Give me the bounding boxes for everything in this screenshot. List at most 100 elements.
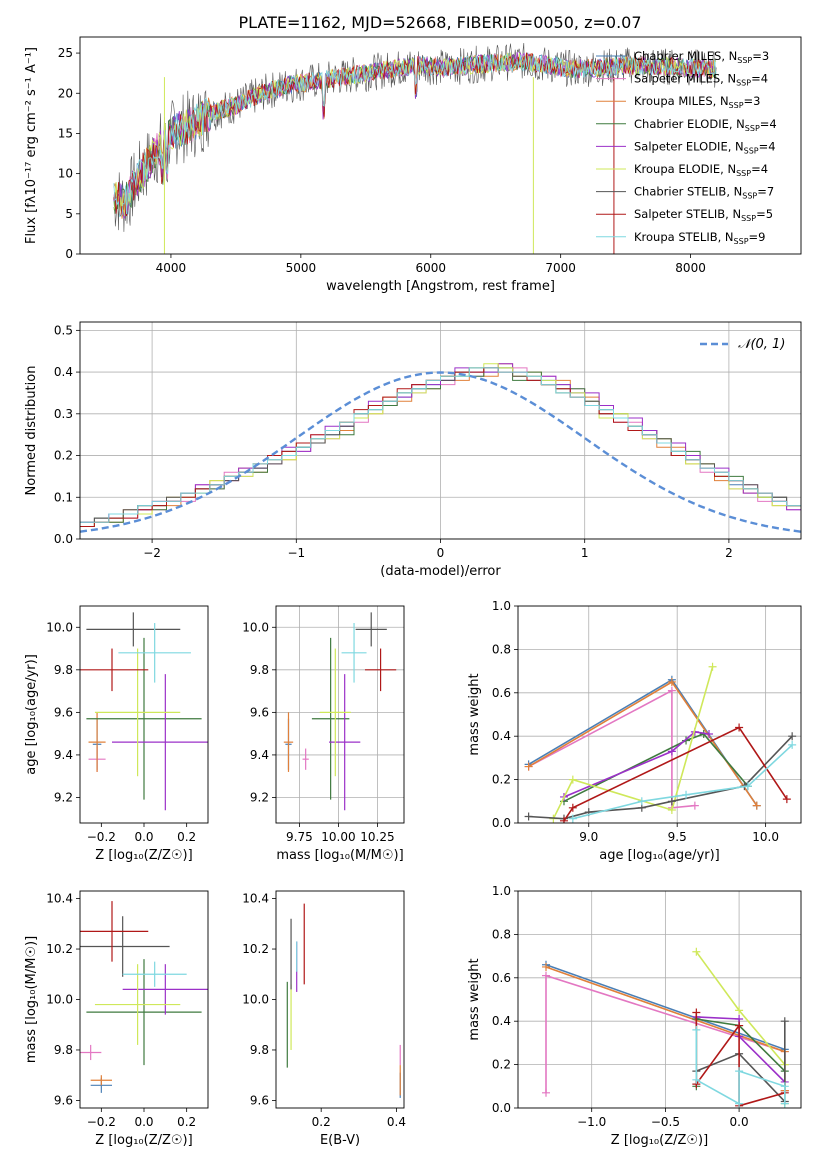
y-axis-label: age [log₁₀(age/yr)]: [24, 654, 39, 775]
x-axis-label: wavelength [Angstrom, rest frame]: [326, 279, 555, 294]
y-tick-label: 10.2: [46, 942, 73, 956]
x-tick-label: −0.2: [87, 830, 116, 844]
y-tick-label: 10: [58, 167, 73, 181]
x-axis-label: E(B-V): [320, 1133, 360, 1148]
weight-marker-kroupa-stelib: [637, 797, 646, 806]
weight-marker-chabrier-elodie: [682, 736, 691, 745]
x-tick-label: 9.0: [579, 830, 598, 844]
legend-subscript: SSP: [729, 101, 744, 110]
histogram-kroupa-stelib: [80, 367, 801, 523]
y-tick-label: 25: [58, 46, 73, 60]
y-tick-label: 0.1: [54, 490, 73, 504]
legend-entry: Kroupa ELODIE, NSSP=4: [634, 162, 768, 178]
x-tick-label: 10.25: [360, 830, 394, 844]
weight-marker-kroupa-elodie: [708, 662, 717, 671]
x-axis-label: Z [log₁₀(Z/Z☉)]: [95, 1133, 192, 1148]
weight-marker-kroupa-stelib: [735, 1067, 744, 1076]
x-tick-label: 0.0: [134, 1115, 153, 1129]
legend-tail: =3: [744, 94, 761, 108]
legend-text: Chabrier MILES, N: [634, 49, 737, 63]
y-tick-label: 5: [65, 207, 73, 221]
y-tick-label: 0.4: [492, 1014, 511, 1028]
legend-text: Salpeter ELODIE, N: [634, 139, 744, 153]
x-tick-label: 7000: [545, 261, 576, 275]
y-tick-label: 9.6: [250, 705, 269, 719]
y-tick-label: 0.4: [54, 365, 73, 379]
legend-tail: =4: [751, 72, 768, 86]
weight-marker-chabrier-stelib: [788, 732, 797, 741]
y-tick-label: 0.6: [492, 971, 511, 985]
y-tick-label: 0.2: [54, 449, 73, 463]
legend-text: Chabrier STELIB, N: [634, 185, 742, 199]
weight-marker-kroupa-miles: [667, 677, 676, 686]
y-tick-label: 0.8: [492, 927, 511, 941]
weight-marker-salpeter-miles: [667, 686, 676, 695]
y-tick-label: 1.0: [492, 599, 511, 613]
weight-marker-kroupa-elodie: [667, 805, 676, 814]
x-tick-label: 1: [581, 546, 589, 560]
y-tick-label: 9.8: [250, 663, 269, 677]
weight-marker-kroupa-stelib: [692, 1075, 701, 1084]
weight-marker-kroupa-stelib: [568, 814, 577, 823]
legend-entry: Chabrier STELIB, NSSP=7: [634, 185, 774, 201]
y-tick-label: 0.0: [54, 532, 73, 546]
axes-frame: [275, 605, 405, 824]
legend-entry: Chabrier ELODIE, NSSP=4: [634, 117, 777, 133]
y-tick-label: 0.5: [54, 323, 73, 337]
plot-area-6: [286, 903, 401, 1098]
x-tick-label: 0: [437, 546, 445, 560]
x-axis-label: Z [log₁₀(Z/Z☉)]: [611, 1133, 708, 1148]
axes-frame: [79, 605, 209, 824]
y-tick-label: 9.4: [250, 748, 269, 762]
x-tick-label: −2: [143, 546, 161, 560]
y-tick-label: 10.0: [46, 993, 73, 1007]
y-tick-label: 0.0: [492, 816, 511, 830]
legend-tail: =4: [751, 162, 768, 176]
legend-subscript: SSP: [742, 192, 757, 201]
weight-marker-kroupa-miles: [542, 962, 551, 971]
gaussian-curve: [80, 371, 801, 533]
y-tick-label: 0.2: [492, 773, 511, 787]
figure-title: PLATE=1162, MJD=52668, FIBERID=0050, z=0…: [238, 13, 641, 32]
y-tick-label: 9.6: [54, 1093, 73, 1107]
x-tick-label: 4000: [156, 261, 187, 275]
legend-subscript: SSP: [734, 237, 749, 246]
weight-marker-kroupa-miles: [524, 762, 533, 771]
x-tick-label: 9.75: [286, 830, 313, 844]
weight-marker-salpeter-stelib: [559, 816, 568, 823]
y-tick-label: 20: [58, 86, 73, 100]
x-axis-label: mass [log₁₀(M/M☉)]: [276, 848, 403, 863]
y-tick-label: 10.2: [242, 942, 269, 956]
axes-frame: [517, 890, 802, 1109]
legend-tail: =7: [757, 185, 774, 199]
weight-marker-chabrier-stelib: [524, 812, 533, 821]
plot-area-2: [80, 612, 208, 811]
y-axis-label: mass [log₁₀(M/M☉)]: [24, 936, 39, 1063]
axes-frame: [79, 321, 802, 540]
y-tick-label: 9.2: [54, 790, 73, 804]
y-axis-label: mass weight: [467, 958, 482, 1040]
y-tick-label: 0: [65, 247, 73, 261]
plot-area-7: [518, 891, 801, 1108]
x-tick-label: −0.5: [651, 1115, 680, 1129]
weight-marker-kroupa-miles: [752, 801, 761, 810]
x-tick-label: 9.5: [668, 830, 687, 844]
weight-line-salpeter-stelib: [563, 726, 788, 822]
y-tick-label: 9.8: [250, 1043, 269, 1057]
plot-area-1: [80, 322, 801, 539]
legend-entry: Kroupa MILES, NSSP=3: [634, 94, 760, 110]
x-tick-label: 0.2: [312, 1115, 331, 1129]
weight-marker-kroupa-stelib: [780, 1082, 789, 1091]
x-tick-label: 0.0: [730, 1115, 749, 1129]
legend-subscript: SSP: [736, 79, 751, 88]
y-tick-label: 9.2: [250, 790, 269, 804]
weight-marker-kroupa-stelib: [743, 782, 752, 791]
x-axis-label: Z [log₁₀(Z/Z☉)]: [95, 848, 192, 863]
weight-marker-kroupa-stelib: [682, 790, 691, 799]
x-tick-label: 10.0: [752, 830, 779, 844]
x-tick-label: 0.2: [177, 830, 196, 844]
legend-text: Kroupa ELODIE, N: [634, 162, 736, 176]
legend-text: Salpeter MILES, N: [634, 72, 736, 86]
y-tick-label: 9.6: [54, 705, 73, 719]
